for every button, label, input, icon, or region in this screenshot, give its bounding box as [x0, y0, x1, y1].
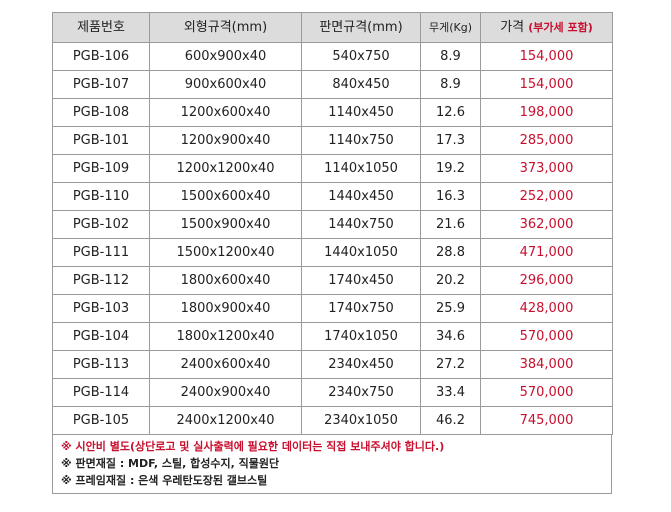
cell-board-size: 1140x1050: [301, 154, 421, 183]
table-body: PGB-106 600x900x40 540x750 8.9 154,000 PGB-10…: [52, 42, 613, 435]
cell-model: PGB-111: [52, 238, 150, 267]
cell-model: PGB-106: [52, 42, 150, 71]
cell-price: 285,000: [480, 126, 613, 155]
table-row: PGB-113 2400x600x40 2340x450 27.2 384,000: [52, 350, 613, 379]
cell-outer-size: 1800x1200x40: [149, 322, 302, 351]
table-header-row: 제품번호 외형규격(mm) 판면규격(mm) 무게(Kg) 가격 (부가세 포함…: [52, 12, 613, 43]
header-price-vat-note: (부가세 포함): [528, 21, 593, 34]
cell-board-size: 1740x450: [301, 266, 421, 295]
cell-weight: 12.6: [420, 98, 481, 127]
cell-outer-size: 1500x1200x40: [149, 238, 302, 267]
cell-model: PGB-105: [52, 406, 150, 435]
cell-model: PGB-107: [52, 70, 150, 99]
table-row: PGB-101 1200x900x40 1140x750 17.3 285,000: [52, 126, 613, 155]
cell-board-size: 540x750: [301, 42, 421, 71]
note-frame-material: ※ 프레임재질 : 은색 우레탄도장된 갤브스틸: [61, 474, 268, 487]
cell-weight: 19.2: [420, 154, 481, 183]
cell-model: PGB-101: [52, 126, 150, 155]
cell-outer-size: 1200x600x40: [149, 98, 302, 127]
header-board-size: 판면규격(mm): [301, 12, 421, 43]
cell-price: 296,000: [480, 266, 613, 295]
cell-price: 745,000: [480, 406, 613, 435]
header-price-label: 가격: [500, 20, 525, 35]
header-outer-size: 외형규격(mm): [149, 12, 302, 43]
cell-model: PGB-113: [52, 350, 150, 379]
cell-board-size: 1440x450: [301, 182, 421, 211]
cell-outer-size: 1200x1200x40: [149, 154, 302, 183]
cell-model: PGB-102: [52, 210, 150, 239]
cell-weight: 33.4: [420, 378, 481, 407]
cell-weight: 21.6: [420, 210, 481, 239]
cell-price: 428,000: [480, 294, 613, 323]
cell-model: PGB-114: [52, 378, 150, 407]
cell-price: 252,000: [480, 182, 613, 211]
header-model: 제품번호: [52, 12, 150, 43]
cell-price: 198,000: [480, 98, 613, 127]
note-design-fee: ※ 시안비 별도(상단로고 및 실사출력에 필요한 데이터는 직접 보내주셔야 …: [61, 440, 445, 453]
cell-outer-size: 900x600x40: [149, 70, 302, 99]
cell-weight: 20.2: [420, 266, 481, 295]
table-row: PGB-104 1800x1200x40 1740x1050 34.6 570,000: [52, 322, 613, 351]
cell-weight: 46.2: [420, 406, 481, 435]
cell-board-size: 2340x450: [301, 350, 421, 379]
cell-weight: 34.6: [420, 322, 481, 351]
note-board-material: ※ 판면재질 : MDF, 스틸, 합성수지, 직물원단: [61, 457, 280, 470]
table-row: PGB-103 1800x900x40 1740x750 25.9 428,000: [52, 294, 613, 323]
cell-outer-size: 600x900x40: [149, 42, 302, 71]
price-spec-sheet: 제품번호 외형규격(mm) 판면규격(mm) 무게(Kg) 가격 (부가세 포함…: [52, 12, 613, 494]
cell-price: 373,000: [480, 154, 613, 183]
header-price: 가격 (부가세 포함): [480, 12, 613, 43]
cell-model: PGB-103: [52, 294, 150, 323]
cell-board-size: 1140x750: [301, 126, 421, 155]
cell-model: PGB-108: [52, 98, 150, 127]
cell-outer-size: 1200x900x40: [149, 126, 302, 155]
cell-board-size: 1440x1050: [301, 238, 421, 267]
cell-price: 384,000: [480, 350, 613, 379]
spec-table: 제품번호 외형규격(mm) 판면규격(mm) 무게(Kg) 가격 (부가세 포함…: [52, 12, 613, 435]
cell-weight: 27.2: [420, 350, 481, 379]
table-row: PGB-111 1500x1200x40 1440x1050 28.8 471,000: [52, 238, 613, 267]
cell-board-size: 1740x750: [301, 294, 421, 323]
cell-model: PGB-104: [52, 322, 150, 351]
table-row: PGB-110 1500x600x40 1440x450 16.3 252,000: [52, 182, 613, 211]
cell-outer-size: 2400x600x40: [149, 350, 302, 379]
table-row: PGB-106 600x900x40 540x750 8.9 154,000: [52, 42, 613, 71]
cell-price: 154,000: [480, 70, 613, 99]
cell-price: 471,000: [480, 238, 613, 267]
cell-model: PGB-112: [52, 266, 150, 295]
cell-price: 570,000: [480, 378, 613, 407]
cell-weight: 28.8: [420, 238, 481, 267]
cell-weight: 25.9: [420, 294, 481, 323]
header-weight: 무게(Kg): [420, 12, 481, 43]
table-row: PGB-114 2400x900x40 2340x750 33.4 570,000: [52, 378, 613, 407]
table-row: PGB-107 900x600x40 840x450 8.9 154,000: [52, 70, 613, 99]
cell-weight: 17.3: [420, 126, 481, 155]
table-row: PGB-112 1800x600x40 1740x450 20.2 296,000: [52, 266, 613, 295]
cell-price: 362,000: [480, 210, 613, 239]
cell-board-size: 1440x750: [301, 210, 421, 239]
cell-outer-size: 1500x900x40: [149, 210, 302, 239]
cell-weight: 16.3: [420, 182, 481, 211]
cell-weight: 8.9: [420, 42, 481, 71]
cell-outer-size: 2400x900x40: [149, 378, 302, 407]
cell-board-size: 2340x1050: [301, 406, 421, 435]
notes-box: ※ 시안비 별도(상단로고 및 실사출력에 필요한 데이터는 직접 보내주셔야 …: [52, 435, 612, 494]
cell-model: PGB-110: [52, 182, 150, 211]
table-row: PGB-105 2400x1200x40 2340x1050 46.2 745,000: [52, 406, 613, 435]
cell-board-size: 840x450: [301, 70, 421, 99]
table-row: PGB-109 1200x1200x40 1140x1050 19.2 373,000: [52, 154, 613, 183]
cell-board-size: 2340x750: [301, 378, 421, 407]
cell-model: PGB-109: [52, 154, 150, 183]
cell-price: 154,000: [480, 42, 613, 71]
cell-outer-size: 1500x600x40: [149, 182, 302, 211]
cell-outer-size: 1800x900x40: [149, 294, 302, 323]
table-row: PGB-108 1200x600x40 1140x450 12.6 198,000: [52, 98, 613, 127]
table-row: PGB-102 1500x900x40 1440x750 21.6 362,000: [52, 210, 613, 239]
cell-outer-size: 1800x600x40: [149, 266, 302, 295]
cell-price: 570,000: [480, 322, 613, 351]
cell-board-size: 1740x1050: [301, 322, 421, 351]
cell-outer-size: 2400x1200x40: [149, 406, 302, 435]
cell-board-size: 1140x450: [301, 98, 421, 127]
cell-weight: 8.9: [420, 70, 481, 99]
